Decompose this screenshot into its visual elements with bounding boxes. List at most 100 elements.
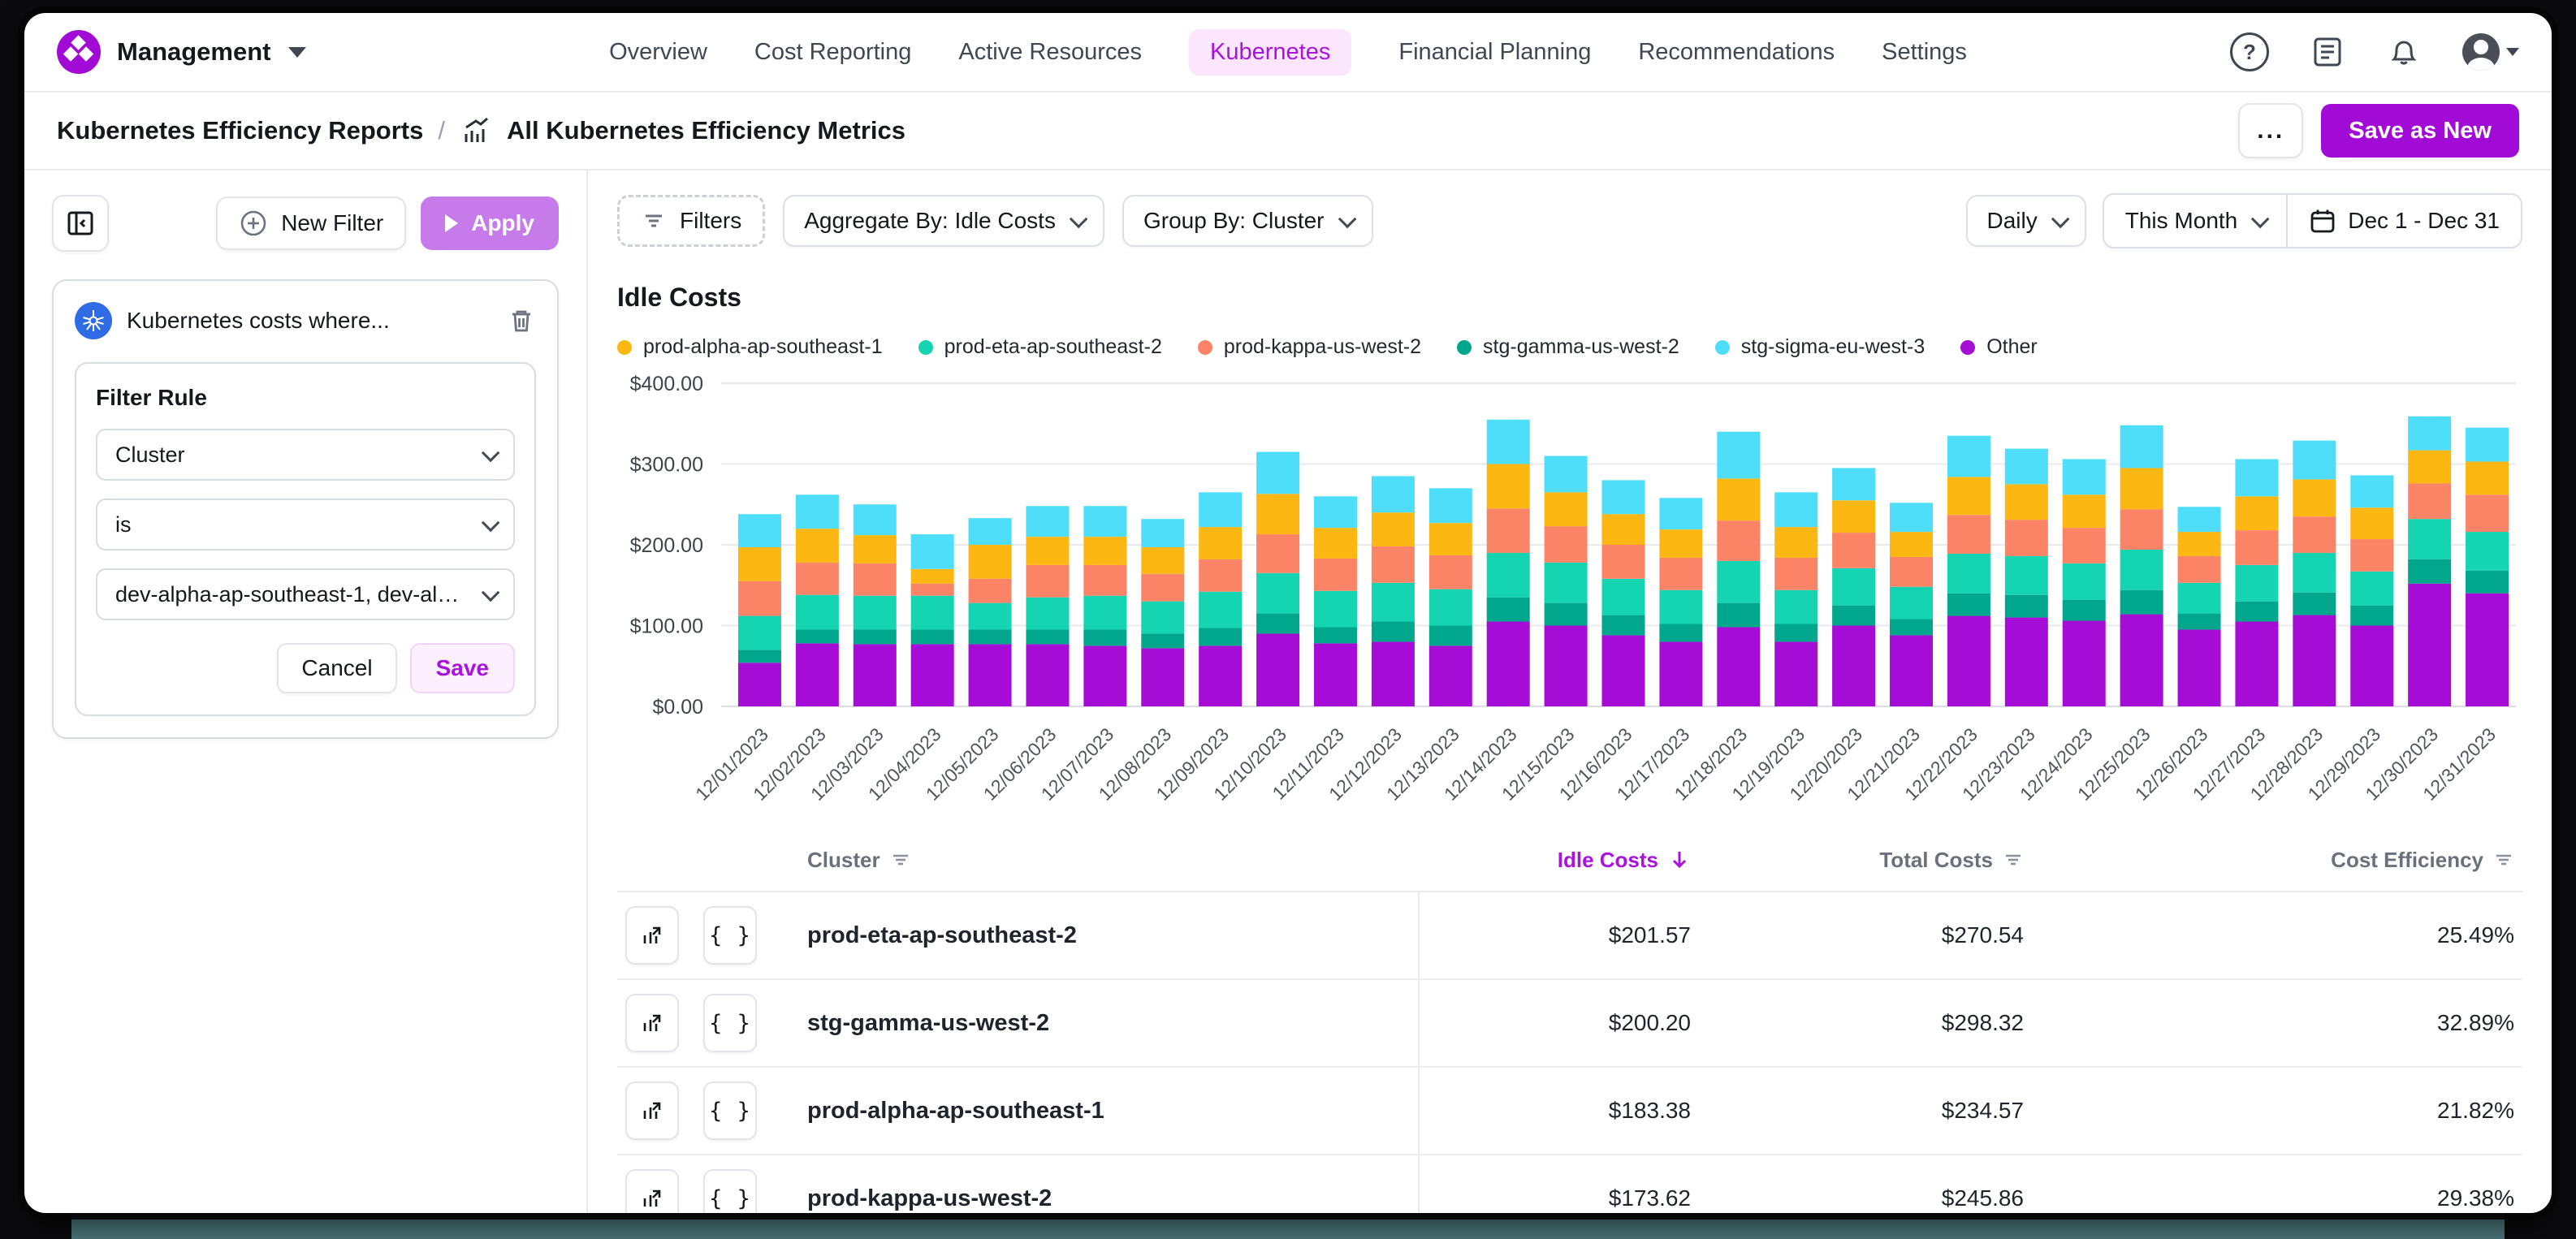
nav-item-settings[interactable]: Settings (1882, 39, 1967, 66)
nav-item-cost-reporting[interactable]: Cost Reporting (754, 39, 911, 66)
filter-actions: New Filter Apply (216, 196, 559, 250)
help-button[interactable]: ? (2230, 32, 2269, 71)
legend-item[interactable]: prod-alpha-ap-southeast-1 (617, 335, 883, 359)
column-header-cluster[interactable]: Cluster (786, 848, 1418, 873)
nav-utilities: ? (2230, 32, 2519, 71)
cell-total-costs: $298.32 (1759, 1010, 2092, 1036)
bar-segment (1717, 627, 1760, 706)
row-view-code-button[interactable]: { } (703, 1169, 757, 1213)
changelog-button[interactable] (2310, 34, 2345, 70)
bar-segment (2293, 516, 2336, 553)
legend-item[interactable]: Other (1960, 335, 2038, 359)
code-braces-icon: { } (709, 1186, 751, 1211)
group-by-value: Group By: Cluster (1143, 208, 1325, 234)
row-view-chart-button[interactable] (625, 1081, 679, 1140)
row-view-chart-button[interactable] (625, 1169, 679, 1213)
chevron-down-icon (482, 444, 500, 463)
view-chart-icon (639, 1185, 665, 1211)
bar-segment (796, 629, 839, 643)
bar-segment (969, 644, 1012, 706)
filter-rule-select-2[interactable]: dev-alpha-ap-southeast-1, dev-alpha-ap-s… (96, 568, 515, 620)
bar-segment (796, 529, 839, 563)
app-window: Management Overview Cost Reporting Active … (24, 13, 2552, 1213)
legend-item[interactable]: stg-gamma-us-west-2 (1457, 335, 1679, 359)
bar-segment (969, 629, 1012, 644)
trash-icon (507, 306, 536, 335)
bar-segment (911, 569, 954, 584)
bar-segment (2408, 584, 2451, 706)
save-as-new-button[interactable]: Save as New (2321, 104, 2519, 158)
legend-item[interactable]: stg-sigma-eu-west-3 (1715, 335, 1925, 359)
bar-segment (1832, 468, 1875, 500)
collapse-panel-button[interactable] (52, 195, 109, 252)
save-filter-button[interactable]: Save (410, 643, 515, 693)
notifications-button[interactable] (2386, 34, 2422, 70)
bar-segment (854, 535, 897, 563)
column-header-total-costs[interactable]: Total Costs (1759, 848, 2092, 873)
primary-nav: Overview Cost Reporting Active Resources Ku… (609, 29, 1967, 76)
group-by-dropdown[interactable]: Group By: Cluster (1122, 195, 1373, 247)
table-row: { }prod-alpha-ap-southeast-1$183.38$234.… (617, 1068, 2522, 1155)
bar-segment (2466, 428, 2509, 462)
column-label: Total Costs (1879, 848, 1993, 873)
column-header-idle-costs[interactable]: Idle Costs (1418, 848, 1759, 873)
sort-icon (890, 849, 911, 870)
row-view-code-button[interactable]: { } (703, 906, 757, 965)
nav-item-kubernetes[interactable]: Kubernetes (1189, 29, 1351, 76)
bar-segment (1141, 547, 1184, 574)
bar-segment (2005, 595, 2048, 618)
chart-toolbar: Filters Aggregate By: Idle Costs Group B… (617, 193, 2522, 248)
nav-item-overview[interactable]: Overview (609, 39, 707, 66)
cancel-button[interactable]: Cancel (277, 643, 396, 693)
legend-dot (918, 340, 933, 355)
filter-rule-actions: Cancel Save (96, 643, 515, 693)
row-view-code-button[interactable]: { } (703, 1081, 757, 1140)
bar-segment (854, 596, 897, 630)
filters-button[interactable]: Filters (617, 195, 765, 247)
bar-segment (2005, 520, 2048, 556)
bar-segment (738, 663, 781, 706)
legend-item[interactable]: prod-kappa-us-west-2 (1198, 335, 1421, 359)
filter-rule-select-0[interactable]: Cluster (96, 429, 515, 481)
workspace-switcher[interactable]: Management (57, 30, 306, 74)
bar-segment (1199, 592, 1242, 628)
bar-segment (2293, 615, 2336, 706)
filter-rule-select-1[interactable]: is (96, 499, 515, 550)
bar-segment (1832, 500, 1875, 533)
account-menu-button[interactable] (2462, 33, 2519, 71)
bar-segment (2466, 571, 2509, 594)
filter-card-header: Kubernetes costs where... (75, 302, 536, 339)
row-view-chart-button[interactable] (625, 906, 679, 965)
table-row: { }prod-kappa-us-west-2$173.62$245.8629.… (617, 1155, 2522, 1213)
new-filter-button[interactable]: New Filter (216, 196, 406, 250)
aggregate-by-dropdown[interactable]: Aggregate By: Idle Costs (783, 195, 1104, 247)
legend-item[interactable]: prod-eta-ap-southeast-2 (918, 335, 1162, 359)
date-range-value: Dec 1 - Dec 31 (2348, 208, 2500, 234)
bar-segment (1026, 506, 1069, 537)
row-view-chart-button[interactable] (625, 994, 679, 1052)
nav-item-financial-planning[interactable]: Financial Planning (1398, 39, 1591, 66)
delete-filter-button[interactable] (507, 306, 536, 335)
bar-segment (1717, 432, 1760, 479)
y-axis-tick: $300.00 (630, 454, 703, 477)
filter-lines-icon (641, 208, 667, 234)
granularity-dropdown[interactable]: Daily (1966, 195, 2086, 247)
more-actions-button[interactable]: ... (2238, 103, 2303, 158)
column-header-cost-efficiency[interactable]: Cost Efficiency (2092, 848, 2522, 873)
bar-segment (1890, 587, 1933, 620)
row-view-code-button[interactable]: { } (703, 994, 757, 1052)
bar-segment (2350, 626, 2393, 707)
cell-total-costs: $234.57 (1759, 1098, 2092, 1124)
breadcrumb-parent[interactable]: Kubernetes Efficiency Reports (57, 116, 423, 145)
bar-12/24/2023 (2063, 460, 2106, 706)
period-dropdown[interactable]: This Month (2104, 195, 2287, 247)
nav-item-active-resources[interactable]: Active Resources (958, 39, 1142, 66)
apply-filters-button[interactable]: Apply (421, 196, 559, 250)
bar-segment (2178, 629, 2221, 706)
date-range-picker[interactable]: Dec 1 - Dec 31 (2288, 195, 2521, 247)
filter-rule-box: Filter Rule Clusterisdev-alpha-ap-southe… (75, 362, 536, 716)
stacked-bar-chart: $0.00$100.00$200.00$300.00$400.0012/01/2… (617, 359, 2521, 810)
nav-item-recommendations[interactable]: Recommendations (1638, 39, 1835, 66)
bar-segment (2235, 530, 2278, 565)
bar-segment (2005, 618, 2048, 706)
